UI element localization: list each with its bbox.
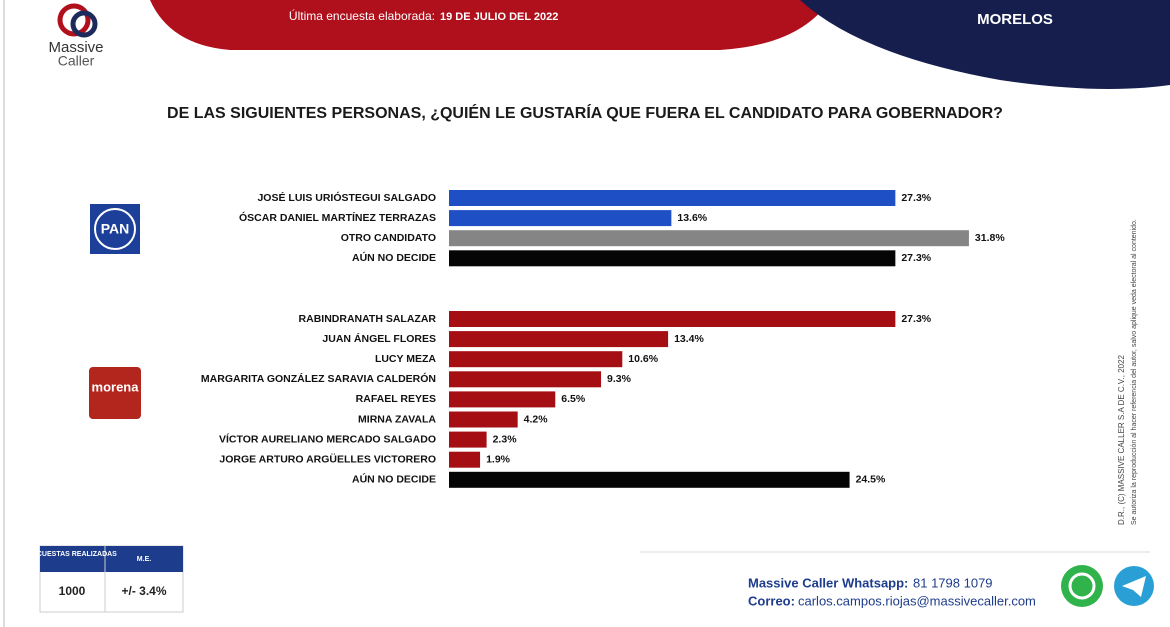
bar xyxy=(449,210,672,227)
table-cell: 1000 xyxy=(59,584,86,598)
category-label: VÍCTOR AURELIANO MERCADO SALGADO xyxy=(219,432,436,445)
value-label: 9.3% xyxy=(607,373,632,385)
value-label: 6.5% xyxy=(561,393,586,405)
brand: Massive xyxy=(48,39,103,56)
bar xyxy=(449,451,481,468)
value-label: 13.4% xyxy=(674,333,704,345)
category-label: AÚN NO DECIDE xyxy=(352,473,436,486)
survey-date: 19 DE JULIO DEL 2022 xyxy=(440,11,558,23)
whatsapp-icon[interactable] xyxy=(1061,565,1103,607)
category-label: MIRNA ZAVALA xyxy=(358,413,436,425)
state-band xyxy=(800,0,1170,89)
category-label: LUCY MEZA xyxy=(375,353,436,365)
pan-logo-text: PAN xyxy=(101,221,130,237)
category-label: JORGE ARTURO ARGÜELLES VICTORERO xyxy=(219,452,436,465)
telegram-plane xyxy=(1122,576,1146,597)
survey-label: Última encuesta elaborada: xyxy=(289,8,435,23)
value-label: 31.8% xyxy=(975,232,1005,244)
value-label: 27.3% xyxy=(901,252,931,264)
category-label: ÓSCAR DANIEL MARTÍNEZ TERRAZAS xyxy=(239,211,436,224)
table-header xyxy=(40,546,183,572)
bar xyxy=(449,371,602,388)
table-cell: +/- 3.4% xyxy=(121,584,166,598)
side-note: Se autoriza la reproducción al hacer ref… xyxy=(1131,219,1138,525)
category-label: RAFAEL REYES xyxy=(356,393,436,405)
logo-ring xyxy=(70,10,98,38)
pan-logo-ring xyxy=(94,208,136,250)
table-head: M.E. xyxy=(137,556,151,563)
whatsapp-icon-ring xyxy=(1068,572,1096,600)
value-label: 4.2% xyxy=(524,413,549,425)
value-label: 2.3% xyxy=(493,433,518,445)
bar xyxy=(449,471,850,488)
category-label: MARGARITA GONZÁLEZ SARAVIA CALDERÓN xyxy=(201,372,436,385)
bar xyxy=(449,190,896,206)
bar xyxy=(449,311,896,327)
category-label: JOSÉ LUIS URIÓSTEGUI SALGADO xyxy=(257,191,436,204)
logo-ring xyxy=(57,3,91,37)
morena-logo xyxy=(89,367,141,419)
value-label: 1.9% xyxy=(486,453,511,465)
bar xyxy=(449,230,969,247)
category-label: JUAN ÁNGEL FLORES xyxy=(322,332,436,345)
pan-logo xyxy=(90,204,140,254)
email: carlos.campos.riojas@massivecaller.com xyxy=(798,593,1036,608)
bar xyxy=(449,391,556,408)
value-label: 27.3% xyxy=(901,192,931,204)
value-label: 27.3% xyxy=(901,313,931,325)
brand: Caller xyxy=(58,53,95,69)
category-label: AÚN NO DECIDE xyxy=(352,251,436,264)
bar xyxy=(449,331,669,348)
category-label: OTRO CANDIDATO xyxy=(341,232,436,244)
whatsapp: 81 1798 1079 xyxy=(913,575,993,590)
state: MORELOS xyxy=(977,11,1053,28)
side-note: D.R., (C) MASSIVE CALLER S.A DE C.V., 20… xyxy=(1117,354,1126,525)
header-band xyxy=(150,0,830,50)
whatsapp-label: Massive Caller Whatsapp: xyxy=(748,575,908,590)
value-label: 10.6% xyxy=(628,353,658,365)
value-label: 13.6% xyxy=(677,212,707,224)
table-head: ENCUESTAS REALIZADAS xyxy=(27,551,117,558)
bar xyxy=(449,351,623,368)
value-label: 24.5% xyxy=(856,474,886,486)
email-label: Correo: xyxy=(748,593,795,608)
morena-logo-text: morena xyxy=(92,379,140,394)
bar xyxy=(449,411,518,428)
chart-title: DE LAS SIGUIENTES PERSONAS, ¿QUIÉN LE GU… xyxy=(167,103,1003,122)
bar xyxy=(449,431,487,448)
bar xyxy=(449,250,896,267)
category-label: RABINDRANATH SALAZAR xyxy=(299,313,437,325)
